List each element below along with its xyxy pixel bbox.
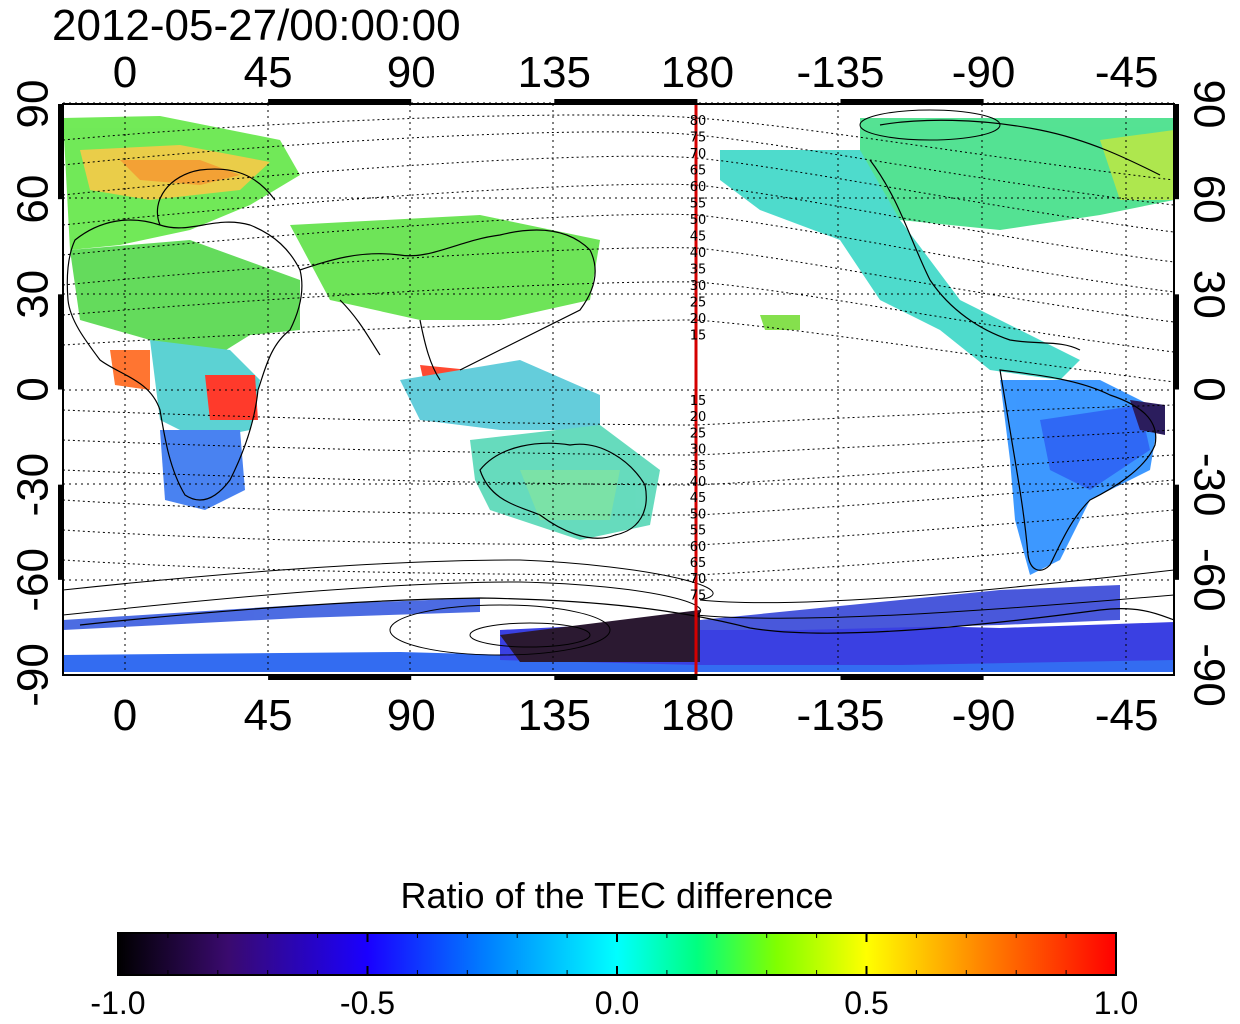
timestamp-title: 2012-05-27/00:00:00 <box>52 1 461 50</box>
right-axis-bar-segment <box>1173 104 1179 200</box>
contour-label-north: 60 <box>690 180 707 195</box>
colorbar: Ratio of the TEC difference -1.0 -0.5 0.0 0… <box>90 875 1138 1021</box>
left-axis-bar-segment <box>58 484 64 580</box>
top-lon-tick-label: -45 <box>1095 48 1159 97</box>
contour-label-north: 50 <box>690 213 707 228</box>
contour-label-north: 35 <box>690 263 707 278</box>
colorbar-tick-label: -1.0 <box>90 985 145 1021</box>
bottom-lon-tick-label: -90 <box>952 691 1016 740</box>
left-axis-ticks: 90 60 30 0 -30 -60 -90 <box>9 80 58 707</box>
top-lon-tick-label: -90 <box>952 48 1016 97</box>
top-axis-bar-segment <box>554 99 698 105</box>
coastlines <box>66 119 1174 634</box>
right-lat-tick-label: 0 <box>1184 377 1233 401</box>
right-axis-ticks: 90 60 30 0 -30 -60 -90 <box>1184 80 1233 707</box>
top-axis-ticks: 0 45 90 135 180 -135 -90 -45 <box>113 48 1159 97</box>
right-lat-tick-label: -90 <box>1184 643 1233 707</box>
colorbar-tick-label: 1.0 <box>1094 985 1138 1021</box>
contour-label-north: 75 <box>690 131 707 146</box>
left-lat-tick-label: 60 <box>9 175 58 224</box>
top-lon-tick-label: 0 <box>113 48 137 97</box>
bottom-lon-tick-label: 45 <box>244 691 293 740</box>
tec-ratio-field <box>63 116 1174 672</box>
bottom-lon-tick-label: 0 <box>113 691 137 740</box>
left-lat-tick-label: 90 <box>9 80 58 129</box>
contour-label-north: 70 <box>690 147 707 162</box>
colorbar-ticks: -1.0 -0.5 0.0 0.5 1.0 <box>90 933 1138 1021</box>
bottom-axis-bar-segment <box>268 674 412 680</box>
map-panel: 8075706560555045403530252015152025303540… <box>58 99 1179 680</box>
contour-label-south: 60 <box>690 540 707 555</box>
contour-label-north: 15 <box>690 329 707 344</box>
left-axis-bar-segment <box>58 104 64 200</box>
contour-label-south: 35 <box>690 459 707 474</box>
bottom-axis-ticks: 0 45 90 135 180 -135 -90 -45 <box>113 691 1159 740</box>
bottom-lon-tick-label: 90 <box>387 691 436 740</box>
contour-label-north: 65 <box>690 164 707 179</box>
right-axis-bar-segment <box>1173 484 1179 580</box>
top-lon-tick-label: 45 <box>244 48 293 97</box>
bottom-lon-tick-label: 180 <box>661 691 734 740</box>
left-lat-tick-label: -30 <box>9 453 58 517</box>
contour-label-south: 25 <box>690 426 707 441</box>
top-axis-bar-segment <box>268 99 412 105</box>
colorbar-tick-label: 0.0 <box>595 985 639 1021</box>
contour-label-north: 25 <box>690 296 707 311</box>
colorbar-tick-label: 0.5 <box>844 985 888 1021</box>
contour-label-south: 15 <box>690 394 707 409</box>
contour-labels: 8075706560555045403530252015152025303540… <box>690 114 707 603</box>
top-lon-tick-label: 180 <box>661 48 734 97</box>
contour-label-north: 80 <box>690 114 707 129</box>
colorbar-tick-label: -0.5 <box>340 985 395 1021</box>
bottom-lon-tick-label: 135 <box>518 691 591 740</box>
left-axis-bar-segment <box>58 294 64 390</box>
bottom-axis-bar-segment <box>554 674 698 680</box>
right-lat-tick-label: -30 <box>1184 453 1233 517</box>
contour-label-south: 75 <box>690 588 707 603</box>
colorbar-title: Ratio of the TEC difference <box>401 875 834 916</box>
contour-label-north: 45 <box>690 230 707 245</box>
contour-label-south: 70 <box>690 572 707 587</box>
contour-label-south: 40 <box>690 475 707 490</box>
contour-label-north: 20 <box>690 312 707 327</box>
top-lon-tick-label: 90 <box>387 48 436 97</box>
left-lat-tick-label: -60 <box>9 548 58 612</box>
top-lon-tick-label: 135 <box>518 48 591 97</box>
contour-label-south: 20 <box>690 410 707 425</box>
contour-label-north: 40 <box>690 246 707 261</box>
right-lat-tick-label: 60 <box>1184 175 1233 224</box>
right-lat-tick-label: 90 <box>1184 80 1233 129</box>
contour-label-south: 45 <box>690 491 707 506</box>
left-lat-tick-label: -90 <box>9 643 58 707</box>
left-lat-tick-label: 30 <box>9 270 58 319</box>
bottom-lon-tick-label: -135 <box>796 691 884 740</box>
contour-label-north: 30 <box>690 279 707 294</box>
left-lat-tick-label: 0 <box>9 377 58 401</box>
contour-label-south: 65 <box>690 556 707 571</box>
top-lon-tick-label: -135 <box>796 48 884 97</box>
contour-label-north: 55 <box>690 197 707 212</box>
bottom-axis-bar-segment <box>840 674 984 680</box>
right-lat-tick-label: -60 <box>1184 548 1233 612</box>
contour-label-south: 50 <box>690 507 707 522</box>
contour-label-south: 55 <box>690 524 707 539</box>
bottom-lon-tick-label: -45 <box>1095 691 1159 740</box>
contour-lines <box>63 109 1174 656</box>
top-axis-bar-segment <box>840 99 984 105</box>
contour-label-south: 30 <box>690 443 707 458</box>
right-axis-bar-segment <box>1173 294 1179 390</box>
right-lat-tick-label: 30 <box>1184 270 1233 319</box>
axis-bars <box>58 99 1179 680</box>
